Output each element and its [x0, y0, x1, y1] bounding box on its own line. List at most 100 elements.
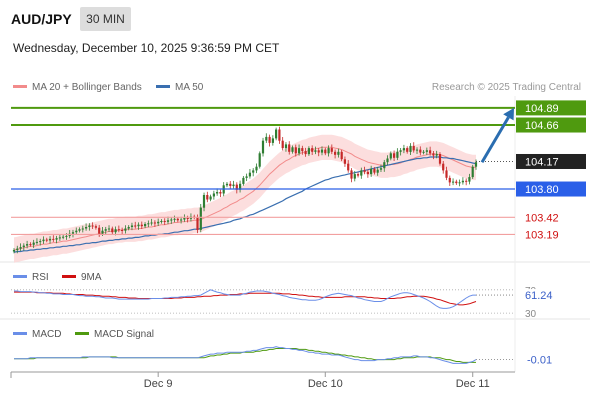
- candle-body: [140, 224, 143, 227]
- macd-current-label: -0.01: [527, 355, 552, 367]
- candle-body: [393, 153, 396, 158]
- candle-body: [327, 148, 330, 154]
- candle-body: [170, 219, 173, 221]
- pivot-label-box: [516, 181, 586, 197]
- candle-body: [314, 150, 317, 152]
- candle-body: [258, 153, 261, 167]
- candle-body: [363, 170, 366, 172]
- candle-body: [442, 163, 445, 171]
- candle-body: [212, 193, 215, 197]
- candle-body: [180, 219, 183, 221]
- candle-body: [104, 229, 107, 231]
- macd-signal-legend-label: MACD Signal: [94, 329, 154, 340]
- candle-body: [85, 227, 88, 229]
- candle-body: [117, 229, 120, 231]
- candle-body: [225, 183, 229, 186]
- candle-body: [81, 228, 84, 230]
- candle-body: [199, 207, 202, 230]
- pivot-label: 103.80: [525, 184, 559, 196]
- candle-body: [389, 153, 392, 159]
- candle-body: [144, 224, 147, 227]
- candle-body: [340, 151, 343, 160]
- candle-body: [366, 171, 369, 175]
- candle-body: [242, 177, 245, 184]
- candle-body: [379, 168, 383, 170]
- candle-body: [91, 225, 94, 227]
- candle-body: [45, 239, 48, 241]
- candle-body: [173, 218, 176, 220]
- ma50-legend-label: MA 50: [175, 82, 204, 93]
- rsi-panel: 703061.24: [11, 286, 554, 320]
- candle-body: [438, 154, 442, 164]
- candle-body: [406, 148, 409, 152]
- candle-body: [373, 168, 376, 173]
- macd-signal-legend-swatch: [75, 332, 89, 335]
- rsi-ma-legend-swatch: [62, 275, 76, 278]
- candle-body: [216, 192, 219, 194]
- timeframe-label: 30 MIN: [86, 12, 125, 26]
- candle-body: [176, 218, 179, 221]
- candle-body: [202, 195, 206, 208]
- candle-body: [26, 244, 29, 246]
- credit-label: Research © 2025 Trading Central: [432, 82, 581, 93]
- levels-layer: 104.89 104.66 104.17 103.80 103.42 103.19: [11, 100, 586, 241]
- candle-body: [163, 221, 166, 222]
- candle-body: [12, 250, 16, 252]
- candle-body: [130, 225, 134, 227]
- candle-body: [16, 248, 19, 251]
- candle-body: [350, 170, 353, 179]
- candle-body: [71, 232, 75, 234]
- candle-body: [429, 150, 432, 154]
- candle-body: [304, 151, 307, 155]
- candle-body: [455, 181, 458, 184]
- candle-body: [245, 176, 248, 178]
- candle-body: [153, 222, 156, 224]
- candle-body: [386, 158, 389, 163]
- ma50-legend-swatch: [156, 85, 170, 88]
- candle-body: [166, 220, 170, 222]
- ma20-legend-swatch: [13, 85, 27, 88]
- candle-body: [183, 218, 186, 220]
- candle-body: [412, 145, 415, 151]
- candle-body: [232, 184, 235, 187]
- candle-body: [347, 163, 350, 171]
- macd-legend-label: MACD: [32, 329, 61, 340]
- candle-body: [409, 145, 412, 152]
- candle-body: [229, 183, 232, 186]
- candle-body: [39, 241, 42, 243]
- time-axis-label: Dec 10: [308, 378, 343, 390]
- macd-legend-swatch: [13, 332, 27, 335]
- rsi-current-label-box: [518, 289, 554, 302]
- candle-body: [301, 148, 304, 152]
- ma20-line: [13, 146, 476, 251]
- timeframe-tab[interactable]: [80, 7, 131, 31]
- candle-body: [353, 174, 356, 179]
- candle-body: [78, 229, 81, 231]
- candle-body: [111, 228, 114, 233]
- ma20-legend-label: MA 20 + Bollinger Bands: [32, 82, 142, 93]
- candle-body: [281, 140, 284, 149]
- candle-body: [65, 235, 68, 237]
- candle-body: [298, 148, 301, 154]
- candle-body: [474, 162, 478, 167]
- candle-body: [337, 151, 340, 155]
- candle-body: [107, 228, 111, 230]
- candle-body: [22, 245, 25, 248]
- candle-body: [383, 162, 386, 169]
- candle-body: [235, 184, 238, 190]
- candle-body: [42, 239, 45, 242]
- macd-signal-line: [14, 348, 476, 363]
- candle-body: [425, 150, 428, 152]
- macd-line: [14, 346, 477, 364]
- time-axis-label: Dec 11: [456, 378, 490, 390]
- rsi-line: [14, 289, 476, 309]
- candle-body: [324, 149, 327, 154]
- candle-body: [468, 177, 471, 182]
- candle-body: [206, 195, 209, 200]
- candle-body: [94, 226, 97, 228]
- price-panel: [12, 126, 478, 263]
- support-label: 103.42: [525, 212, 559, 224]
- symbol-tab[interactable]: [8, 7, 78, 31]
- rsi-current-label: 61.24: [525, 290, 553, 302]
- candle-body: [55, 238, 58, 240]
